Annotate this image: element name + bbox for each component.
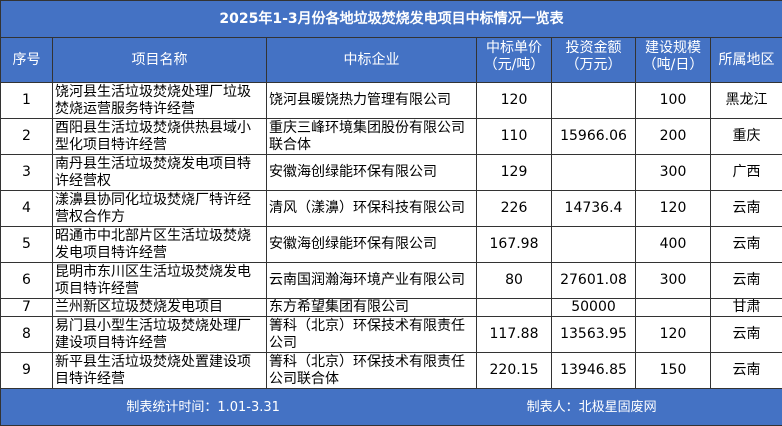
cell-price: 80: [477, 263, 552, 299]
col-header-invest-text: 投资金额（万元）: [554, 40, 633, 80]
footer-author: 制表人：北极星固废网: [527, 399, 657, 416]
footer-row: 制表统计时间：1.01-3.31 制表人：北极星固废网: [1, 389, 782, 426]
cell-invest: 13563.95: [552, 317, 636, 353]
cell-no: 6: [1, 263, 53, 299]
col-header-scale-text: 建设规模（吨/日）: [638, 40, 708, 80]
header-row: 序号 项目名称 中标企业 中标单价（元/吨） 投资金额（万元） 建设规模（吨/日…: [1, 38, 782, 83]
cell-scale: 300: [636, 155, 711, 191]
cell-company: 箐科（北京）环保技术有限责任公司: [267, 317, 477, 353]
cell-invest: [552, 227, 636, 263]
cell-scale: 100: [636, 83, 711, 119]
col-header-no: 序号: [1, 38, 53, 83]
cell-name: 易门县小型生活垃圾焚烧处理厂建设项目特许经营: [53, 317, 267, 353]
cell-invest: 27601.08: [552, 263, 636, 299]
cell-region: 甘肃: [711, 299, 782, 317]
cell-scale: 200: [636, 119, 711, 155]
cell-name: 南丹县生活垃圾焚烧发电项目特许经营权: [53, 155, 267, 191]
cell-company: 清风（漾濞）环保科技有限公司: [267, 191, 477, 227]
col-header-name: 项目名称: [53, 38, 267, 83]
cell-no: 5: [1, 227, 53, 263]
cell-region: 云南: [711, 263, 782, 299]
cell-region: 云南: [711, 317, 782, 353]
cell-name: 漾濞县协同化垃圾焚烧厂特许经营权合作方: [53, 191, 267, 227]
cell-name: 饶河县生活垃圾焚烧处理厂垃圾焚烧运营服务特许经营: [53, 83, 267, 119]
cell-invest: 13946.85: [552, 353, 636, 389]
cell-scale: 300: [636, 263, 711, 299]
cell-region: 云南: [711, 353, 782, 389]
cell-region: 广西: [711, 155, 782, 191]
cell-name: 兰州新区垃圾焚烧发电项目: [53, 299, 267, 317]
footer-period: 制表统计时间：1.01-3.31: [126, 399, 280, 416]
cell-scale: 120: [636, 191, 711, 227]
cell-region: 黑龙江: [711, 83, 782, 119]
cell-no: 8: [1, 317, 53, 353]
cell-company: 云南国润瀚海环境产业有限公司: [267, 263, 477, 299]
cell-region: 云南: [711, 191, 782, 227]
cell-invest: 15966.06: [552, 119, 636, 155]
cell-no: 3: [1, 155, 53, 191]
col-header-price-text: 中标单价（元/吨）: [479, 40, 549, 80]
cell-invest: 50000: [552, 299, 636, 317]
cell-region: 重庆: [711, 119, 782, 155]
col-header-price: 中标单价（元/吨）: [477, 38, 552, 83]
table-title: 2025年1-3月份各地垃圾焚烧发电项目中标情况一览表: [1, 1, 782, 38]
cell-scale: 400: [636, 227, 711, 263]
col-header-scale: 建设规模（吨/日）: [636, 38, 711, 83]
col-header-invest: 投资金额（万元）: [552, 38, 636, 83]
cell-no: 2: [1, 119, 53, 155]
cell-price: 167.98: [477, 227, 552, 263]
cell-name: 昆明市东川区生活垃圾焚烧发电项目特许经营: [53, 263, 267, 299]
col-header-region: 所属地区: [711, 38, 782, 83]
cell-company: 重庆三峰环境集团股份有限公司联合体: [267, 119, 477, 155]
cell-company: 东方希望集团有限公司: [267, 299, 477, 317]
cell-company: 箐科（北京）环保技术有限责任公司联合体: [267, 353, 477, 389]
cell-price: 110: [477, 119, 552, 155]
cell-invest: 14736.4: [552, 191, 636, 227]
cell-company: 安徽海创绿能环保有限公司: [267, 155, 477, 191]
cell-name: 新平县生活垃圾焚烧处置建设项目特许经营: [53, 353, 267, 389]
cell-price: 117.88: [477, 317, 552, 353]
cell-company: 饶河县暖饶热力管理有限公司: [267, 83, 477, 119]
cell-no: 1: [1, 83, 53, 119]
cell-price: [477, 299, 552, 317]
cell-scale: 120: [636, 317, 711, 353]
cell-name: 酉阳县生活垃圾焚烧供热县域小型化项目特许经营: [53, 119, 267, 155]
cell-no: 9: [1, 353, 53, 389]
cell-price: 120: [477, 83, 552, 119]
cell-scale: [636, 299, 711, 317]
cell-invest: [552, 83, 636, 119]
cell-price: 129: [477, 155, 552, 191]
col-header-company: 中标企业: [267, 38, 477, 83]
cell-name: 昭通市中北部片区生活垃圾焚烧发电项目特许经营: [53, 227, 267, 263]
cell-price: 220.15: [477, 353, 552, 389]
cell-scale: 150: [636, 353, 711, 389]
cell-region: 云南: [711, 227, 782, 263]
cell-company: 安徽海创绿能环保有限公司: [267, 227, 477, 263]
cell-invest: [552, 155, 636, 191]
cell-no: 4: [1, 191, 53, 227]
cell-price: 226: [477, 191, 552, 227]
cell-no: 7: [1, 299, 53, 317]
